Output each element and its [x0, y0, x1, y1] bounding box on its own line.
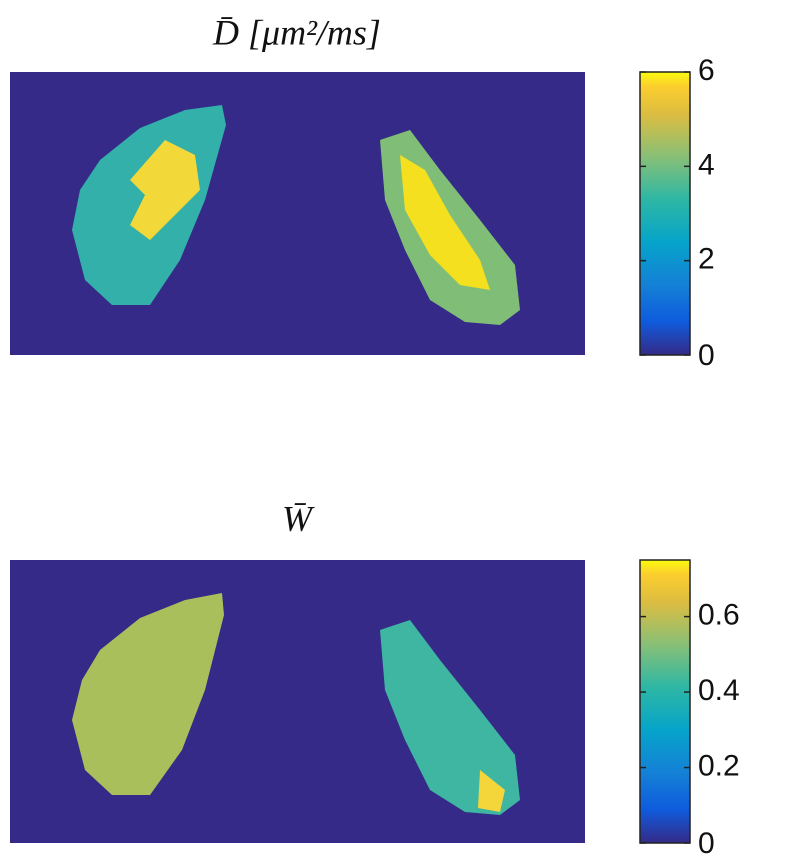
kidney-region	[380, 620, 520, 815]
colorbar	[639, 559, 691, 844]
kidney-region	[72, 593, 224, 795]
colorbar-tick-label: 0	[698, 339, 715, 372]
kidney-region	[130, 140, 200, 240]
kidney-region	[478, 770, 505, 812]
colorbar	[639, 71, 691, 356]
colorbar-tick-label: 6	[698, 54, 715, 87]
colorbar-tick-label: 0	[698, 827, 715, 860]
panel-title: W̄	[282, 498, 315, 538]
colorbar-tick-label: 2	[698, 243, 715, 276]
colorbar-tick-label: 0.6	[698, 599, 740, 632]
kidney-region	[400, 155, 490, 290]
colorbar-tick-label: 0.2	[698, 749, 740, 782]
panel-title: D̄ [μm²/ms]	[212, 12, 381, 52]
colorbar-tick-label: 0.4	[698, 674, 740, 707]
colorbar-tick-label: 4	[698, 148, 715, 181]
